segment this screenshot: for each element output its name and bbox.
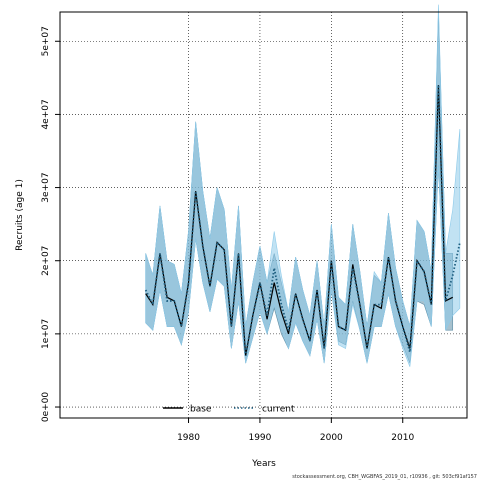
y-tick-label: 5e+07 (41, 26, 51, 56)
x-tick-label: 2010 (391, 433, 414, 443)
y-tick-label: 0e+00 (41, 392, 51, 423)
legend-label-base: base (190, 405, 212, 415)
confidence-bands (145, 4, 461, 367)
x-tick-label: 1990 (248, 433, 271, 443)
y-tick-label: 4e+07 (41, 99, 51, 129)
y-tick-label: 3e+07 (41, 172, 51, 202)
footer-text: stockassessment.org, CBH_WGBFAS_2019_01,… (292, 474, 477, 480)
legend: base current (163, 405, 295, 415)
y-axis: 0e+00 1e+07 2e+07 3e+07 4e+07 5e+07 (41, 26, 60, 422)
x-tick-label: 2000 (320, 433, 343, 443)
y-tick-label: 1e+07 (41, 319, 51, 349)
x-axis-title: Years (251, 459, 276, 469)
x-tick-label: 1980 (177, 433, 200, 443)
band-current (145, 4, 461, 367)
x-axis: 1980 1990 2000 2010 (177, 418, 414, 443)
legend-label-current: current (262, 405, 295, 415)
plot-frame (59, 11, 468, 419)
y-axis-title: Recruits (age 1) (15, 179, 25, 251)
series-line-current (144, 85, 461, 356)
y-tick-label: 2e+07 (41, 246, 51, 276)
series-lines (144, 85, 461, 356)
